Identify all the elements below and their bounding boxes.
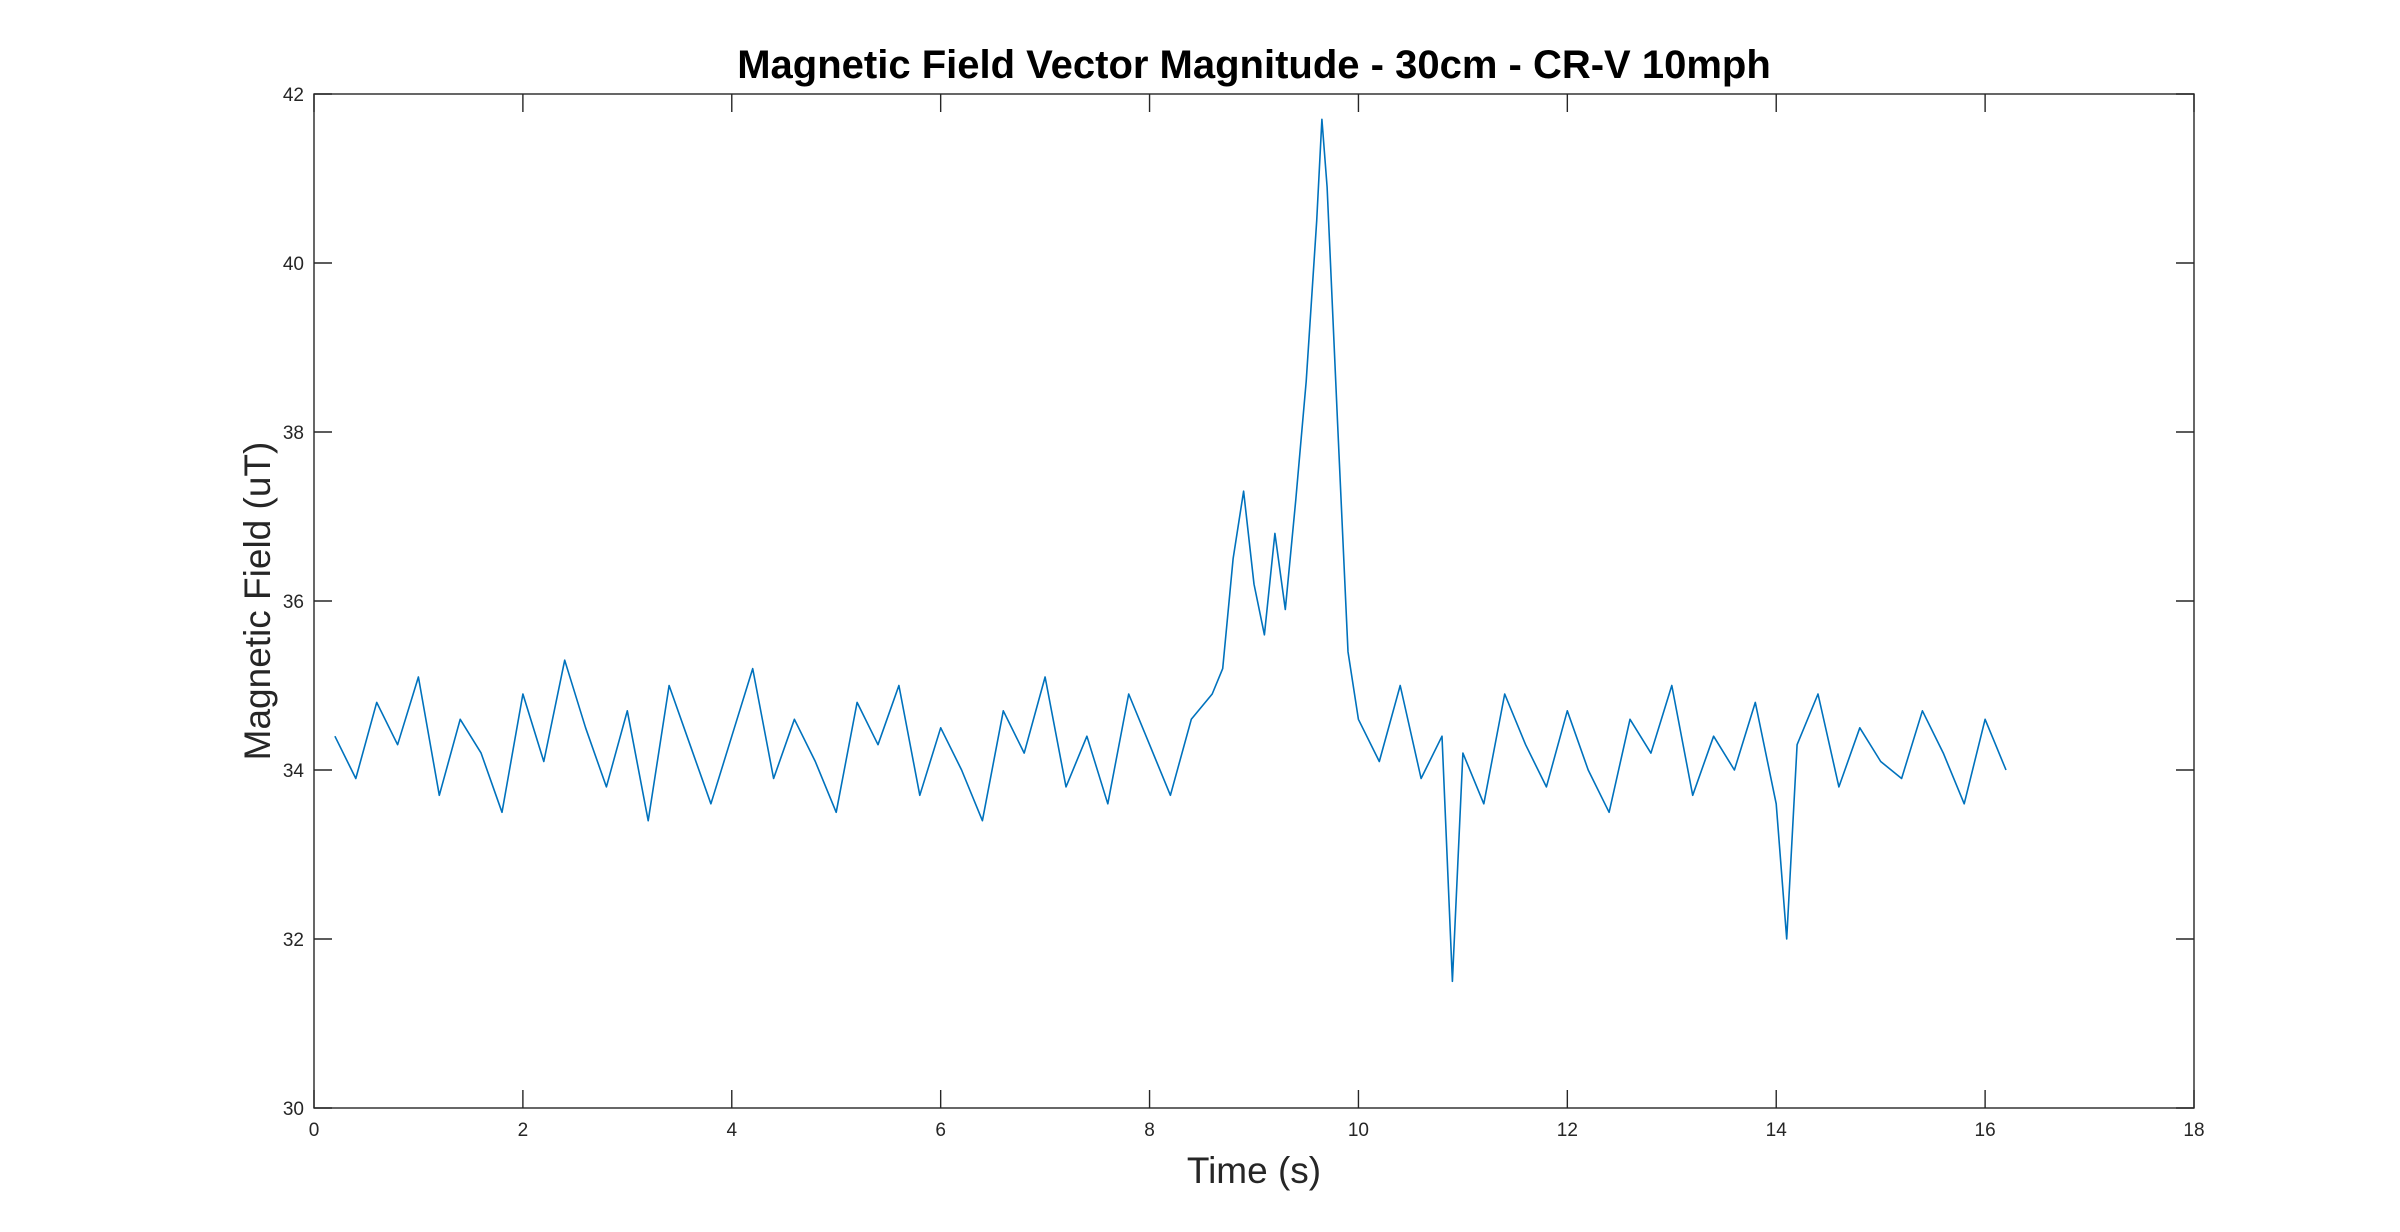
- x-tick-label: 6: [935, 1120, 946, 1141]
- y-tick-label: 36: [283, 592, 304, 613]
- y-axis-label: Magnetic Field (uT): [237, 442, 278, 761]
- x-tick-label: 2: [518, 1120, 529, 1141]
- series-line: [334, 118, 2007, 983]
- x-tick-label: 0: [309, 1120, 320, 1141]
- x-axis-label: Time (s): [1187, 1150, 1321, 1191]
- y-tick-label: 42: [283, 85, 304, 106]
- y-axis: 30 32 34 36 38 40 42: [283, 85, 2194, 1120]
- plot-area: [334, 118, 2007, 983]
- x-tick-label: 4: [726, 1120, 737, 1141]
- x-tick-label: 14: [1766, 1120, 1788, 1141]
- x-tick-label: 12: [1557, 1120, 1578, 1141]
- x-axis: 0 2 4 6 8 10 12 14 16 18: [309, 94, 2205, 1141]
- x-tick-label: 18: [2183, 1120, 2204, 1141]
- y-tick-label: 34: [283, 761, 305, 782]
- y-tick-label: 32: [283, 930, 304, 951]
- y-tick-label: 40: [283, 254, 304, 275]
- x-tick-label: 16: [1975, 1120, 1996, 1141]
- y-tick-label: 30: [283, 1099, 304, 1120]
- x-tick-label: 8: [1144, 1120, 1155, 1141]
- axes-box: [313, 93, 2195, 1109]
- y-tick-label: 38: [283, 423, 304, 444]
- x-tick-label: 10: [1348, 1120, 1369, 1141]
- chart-title: Magnetic Field Vector Magnitude - 30cm -…: [737, 43, 1771, 87]
